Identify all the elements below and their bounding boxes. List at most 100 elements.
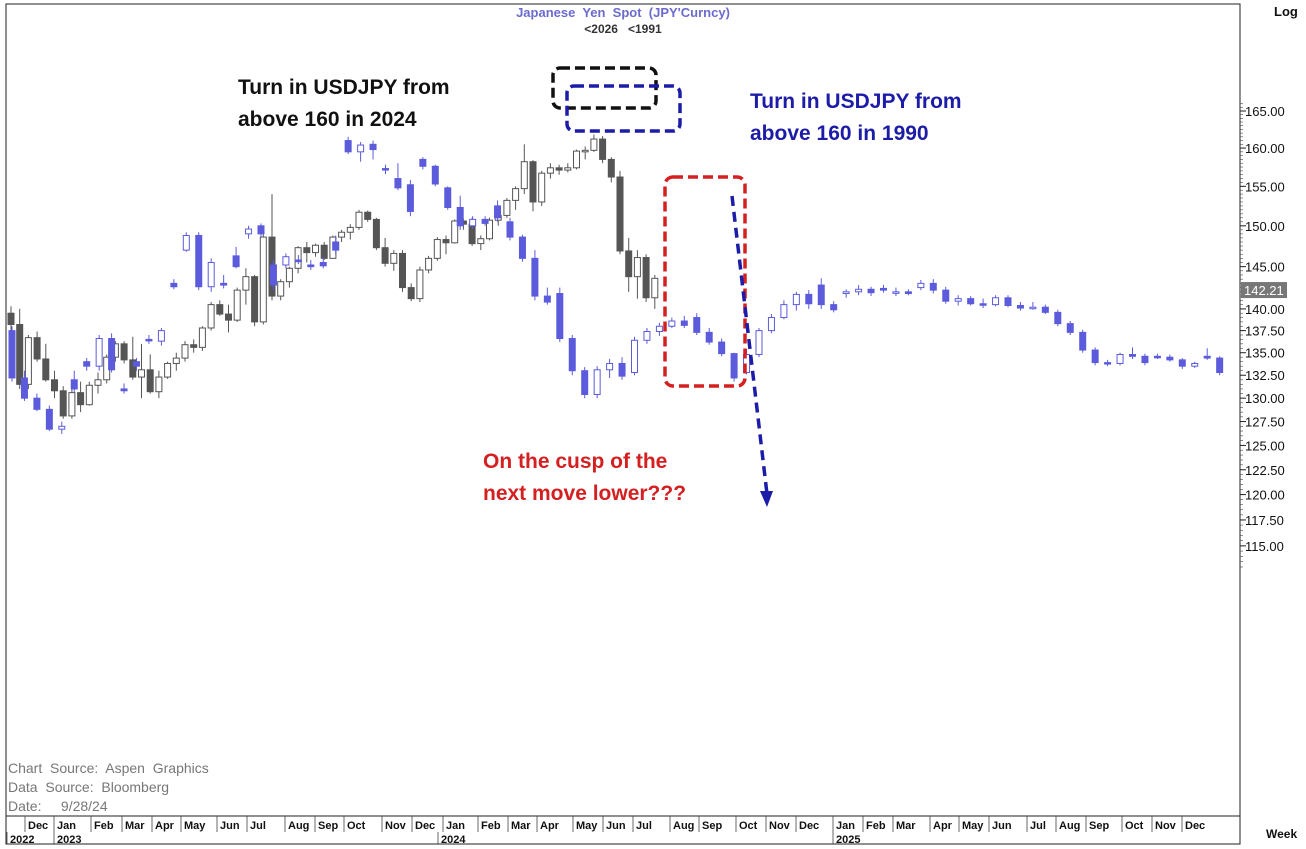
candle-body (468, 223, 476, 245)
candle (655, 322, 663, 336)
candle-body (481, 218, 489, 224)
x-month-label: Apr (933, 820, 953, 832)
candle-body (207, 304, 215, 329)
data-source-line: Data Source: Bloomberg (8, 779, 170, 795)
candle (120, 341, 128, 364)
candle-body (967, 298, 975, 305)
candle-body (979, 303, 987, 306)
candle (929, 279, 937, 294)
x-month-label: Oct (1125, 820, 1144, 832)
candle-body (568, 338, 576, 372)
x-month-label: Jan (836, 820, 855, 832)
y-tick-label: 165.00 (1245, 104, 1285, 119)
candle-body (157, 330, 165, 342)
x-year-label: 2023 (57, 834, 81, 846)
candle-body (85, 384, 93, 406)
candle-body (954, 298, 962, 302)
candle (419, 157, 427, 170)
x-month-label: Feb (866, 820, 886, 832)
candle (855, 285, 863, 296)
candle (242, 268, 250, 305)
candle-body (1129, 354, 1136, 357)
candle (917, 280, 925, 291)
candle-body (95, 338, 103, 367)
candle (407, 283, 415, 302)
candle-body (20, 377, 28, 399)
candle (1129, 347, 1136, 359)
candle-body (145, 338, 153, 342)
date-line: Date: 9/28/24 (8, 798, 108, 814)
candle (581, 367, 589, 399)
candle-body (880, 287, 887, 291)
candle (369, 140, 377, 160)
candle (68, 388, 76, 419)
candle-body (94, 379, 102, 386)
candle-body (42, 358, 50, 381)
candle-body (1004, 297, 1012, 306)
y-axis: Log 165.00 160.00 155.00 150.00 145.00 142.21… (1240, 4, 1298, 568)
y-tick-label: 140.00 (1245, 302, 1285, 317)
candle (1166, 354, 1174, 362)
candle-body (59, 390, 67, 417)
candle-body (655, 325, 663, 332)
candle-body (892, 291, 900, 294)
candle-body (257, 225, 265, 235)
candle (294, 255, 302, 265)
candle-body (394, 178, 402, 189)
candle-body (433, 239, 441, 259)
y-tick-label: 115.00 (1245, 539, 1284, 554)
candle (520, 144, 528, 195)
candle-body (718, 341, 726, 355)
candle (357, 142, 365, 162)
candle-body (381, 247, 389, 264)
x-month-label: Nov (1155, 820, 1177, 832)
candle (45, 405, 53, 432)
candle-body (155, 376, 163, 393)
candle (564, 163, 572, 173)
candle-body (855, 288, 863, 293)
candle (842, 289, 850, 298)
candle (618, 357, 626, 380)
x-month-label: Sep (318, 820, 338, 832)
callout-box-1990 (565, 84, 682, 133)
candle (399, 250, 406, 292)
x-year-label: 2025 (836, 834, 860, 846)
candle (58, 421, 66, 434)
candle (451, 219, 459, 244)
candle (477, 235, 485, 251)
candle-body (581, 149, 589, 153)
candle (599, 136, 607, 164)
candle-body (506, 221, 514, 238)
x-month-label: Dec (799, 820, 819, 832)
x-month-label: Jul (250, 820, 266, 832)
projection-arrow (730, 195, 769, 495)
candle-body (233, 289, 241, 321)
candle-body (486, 219, 493, 240)
candle-body (232, 255, 240, 268)
candle-body (1203, 355, 1211, 359)
candle (555, 164, 563, 175)
candle-body (442, 239, 450, 244)
candle-body (120, 388, 128, 392)
candle-body (529, 161, 537, 203)
candle-body (512, 188, 520, 201)
candle-body (767, 317, 775, 332)
y-tick-label: 135.00 (1245, 346, 1285, 361)
y-tick-label: 155.00 (1245, 179, 1285, 194)
candle-body (599, 138, 607, 160)
candle-body (319, 261, 327, 267)
candle (1029, 302, 1037, 310)
candle-body (755, 330, 763, 356)
candle-body (546, 167, 554, 174)
candle-body (520, 161, 528, 190)
candle-body (494, 205, 502, 219)
candle-body (631, 339, 638, 374)
candle-body (355, 211, 363, 228)
candle-body (198, 327, 206, 348)
candle-body (1116, 354, 1124, 364)
candle (805, 290, 813, 309)
y-tick-label: 145.00 (1245, 260, 1285, 275)
candle-body (1153, 355, 1161, 359)
candle-body (269, 264, 277, 286)
y-tick-label: 122.50 (1245, 463, 1285, 478)
